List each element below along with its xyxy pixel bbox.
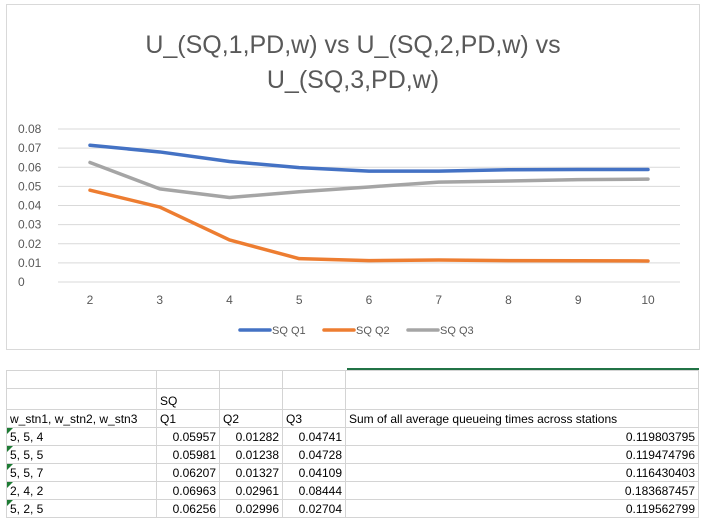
- sheet-cell-sum[interactable]: 0.119562799: [345, 499, 699, 518]
- chart-area[interactable]: [6, 4, 700, 350]
- sheet-cell-q3[interactable]: 0.04109: [282, 463, 346, 482]
- sheet-header-q2[interactable]: Q2: [219, 409, 283, 428]
- sheet-cell[interactable]: [6, 388, 157, 410]
- sheet-cell[interactable]: [219, 388, 283, 410]
- sheet-cell-q2[interactable]: 0.01238: [219, 445, 283, 464]
- sheet-selection-border: [347, 368, 699, 370]
- sheet-header-q1[interactable]: Q1: [156, 409, 220, 428]
- chart-title: U_(SQ,1,PD,w) vs U_(SQ,2,PD,w) vs U_(SQ,…: [6, 28, 700, 98]
- y-tick-label: 0.06: [18, 160, 42, 174]
- sheet-cell-q2[interactable]: 0.01282: [219, 427, 283, 446]
- series-line: [88, 188, 650, 263]
- sheet-cell-weights[interactable]: 5, 2, 5: [6, 499, 157, 518]
- sheet-cell-sum[interactable]: 0.183687457: [345, 481, 699, 500]
- chart-title-line-2: U_(SQ,3,PD,w): [266, 66, 440, 94]
- x-tick-label: 6: [366, 293, 373, 307]
- sheet-cell-sum[interactable]: 0.119474796: [345, 445, 699, 464]
- sheet-cell-sum[interactable]: 0.119803795: [345, 427, 699, 446]
- x-tick-label: 4: [226, 293, 233, 307]
- legend-label: SQ Q2: [356, 325, 390, 337]
- sheet-cell[interactable]: [282, 388, 346, 410]
- sheet-cell-q3[interactable]: 0.08444: [282, 481, 346, 500]
- sheet-cell[interactable]: [345, 370, 699, 389]
- legend-label: SQ Q1: [272, 325, 306, 337]
- legend-label: SQ Q3: [440, 325, 474, 337]
- x-tick-label: 3: [156, 293, 163, 307]
- sheet-cell-sum[interactable]: 0.116430403: [345, 463, 699, 482]
- sheet-cell[interactable]: [282, 370, 346, 389]
- chart-plot: 0 0.01 0.02 0.03 0.04 0.05 0.06 0.07 0.08 2 3 4 5 6 7 8…: [18, 122, 680, 337]
- table-row: 2, 4, 2 0.06963 0.02961 0.08444 0.183687…: [6, 481, 699, 500]
- sheet-cell-q3[interactable]: 0.04728: [282, 445, 346, 464]
- x-tick-label: 5: [296, 293, 303, 307]
- table-row: 5, 2, 5 0.06256 0.02996 0.02704 0.119562…: [6, 499, 699, 518]
- sheet-cell-q1[interactable]: 0.06256: [156, 499, 220, 518]
- y-tick-label: 0.08: [18, 122, 42, 136]
- sheet-cell-weights[interactable]: 5, 5, 5: [6, 445, 157, 464]
- sheet-cell[interactable]: [6, 370, 157, 389]
- y-tick-label: 0.05: [18, 179, 42, 193]
- sheet-cell-sq-header[interactable]: SQ: [156, 388, 220, 410]
- y-tick-label: 0.03: [18, 218, 42, 232]
- table-row: 5, 5, 4 0.05957 0.01282 0.04741 0.119803…: [6, 427, 699, 446]
- series-line: [88, 143, 650, 173]
- sheet-header-weights[interactable]: w_stn1, w_stn2, w_stn3: [6, 409, 157, 428]
- sheet-cell-q2[interactable]: 0.02961: [219, 481, 283, 500]
- chart-title-line-1: U_(SQ,1,PD,w) vs U_(SQ,2,PD,w) vs: [145, 31, 561, 59]
- x-tick-label: 8: [505, 293, 512, 307]
- x-tick-label: 2: [87, 293, 94, 307]
- sheet-cell[interactable]: [219, 370, 283, 389]
- sheet-cell-q1[interactable]: 0.05981: [156, 445, 220, 464]
- x-tick-label: 7: [435, 293, 442, 307]
- y-tick-label: 0.07: [18, 141, 42, 155]
- sheet-cell-weights[interactable]: 5, 5, 4: [6, 427, 157, 446]
- sheet-cell[interactable]: [156, 370, 220, 389]
- sheet-header-sum[interactable]: Sum of all average queueing times across…: [345, 409, 699, 428]
- sheet-cell-weights[interactable]: 2, 4, 2: [6, 481, 157, 500]
- sheet-header-q3[interactable]: Q3: [282, 409, 346, 428]
- sheet-cell-q1[interactable]: 0.06963: [156, 481, 220, 500]
- spreadsheet-grid: SQ w_stn1, w_stn2, w_stn3 Q1 Q2 Q3 Sum o…: [6, 370, 699, 518]
- x-tick-label: 10: [641, 293, 655, 307]
- sheet-cell-q2[interactable]: 0.02996: [219, 499, 283, 518]
- x-tick-label: 9: [575, 293, 582, 307]
- sheet-cell-q3[interactable]: 0.02704: [282, 499, 346, 518]
- y-tick-label: 0: [18, 275, 25, 289]
- series-line: [88, 160, 650, 200]
- sheet-cell-weights[interactable]: 5, 5, 7: [6, 463, 157, 482]
- table-row: 5, 5, 5 0.05981 0.01238 0.04728 0.119474…: [6, 445, 699, 464]
- sheet-cell-q1[interactable]: 0.06207: [156, 463, 220, 482]
- sheet-cell-q2[interactable]: 0.01327: [219, 463, 283, 482]
- sheet-cell-q3[interactable]: 0.04741: [282, 427, 346, 446]
- sheet-cell-q1[interactable]: 0.05957: [156, 427, 220, 446]
- y-tick-label: 0.01: [18, 256, 42, 270]
- y-tick-label: 0.04: [18, 199, 42, 213]
- table-row: 5, 5, 7 0.06207 0.01327 0.04109 0.116430…: [6, 463, 699, 482]
- sheet-cell[interactable]: [345, 388, 699, 410]
- y-tick-label: 0.02: [18, 237, 42, 251]
